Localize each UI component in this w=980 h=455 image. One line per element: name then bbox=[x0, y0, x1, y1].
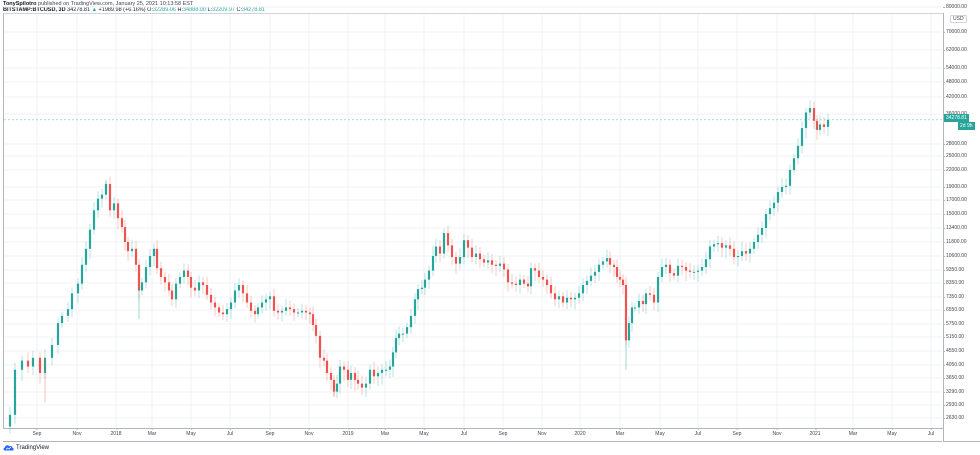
price-tick-label: 4050.00 bbox=[942, 362, 965, 368]
time-tick-label: Nov bbox=[304, 428, 314, 437]
price-tick-label: 15000.00 bbox=[943, 211, 967, 217]
close-label: C: bbox=[236, 7, 243, 13]
author-name: TonySpilotro bbox=[3, 1, 37, 7]
price-tick-label: 7350.00 bbox=[942, 294, 965, 300]
high-value: 34888.00 bbox=[182, 7, 206, 13]
cloud-logo-icon bbox=[3, 445, 14, 451]
low-label: L: bbox=[207, 7, 213, 13]
brand-name: TradingView bbox=[16, 444, 50, 451]
price-tick-label: 10600.00 bbox=[943, 253, 967, 259]
time-tick-label: Sep bbox=[32, 428, 42, 437]
last-price-tag: 34278.81 bbox=[944, 114, 969, 122]
price-tick-label: 6550.00 bbox=[942, 307, 965, 313]
time-tick-label: May bbox=[419, 428, 429, 437]
time-tick-label: Mar bbox=[380, 428, 390, 437]
time-tick-label: 2018 bbox=[110, 428, 122, 437]
close-value: 34278.81 bbox=[242, 7, 265, 13]
time-tick-label: May bbox=[655, 428, 665, 437]
high-label: H: bbox=[177, 7, 183, 13]
time-tick-label: 2020 bbox=[574, 428, 586, 437]
price-tick-label: 25000.00 bbox=[943, 153, 967, 159]
price-tick-label: 54000.00 bbox=[943, 65, 967, 71]
last-price: 34278.81 bbox=[67, 7, 91, 13]
bar-countdown: 2d 9h bbox=[958, 122, 975, 130]
time-tick-label: Nov bbox=[772, 428, 782, 437]
time-tick-label: Jul bbox=[460, 428, 468, 437]
time-tick-label: Sep bbox=[265, 428, 275, 437]
up-arrow-icon: ▲ bbox=[91, 7, 98, 13]
currency-badge[interactable]: USD bbox=[950, 15, 967, 23]
time-axis[interactable]: Sep Nov 2018 Mar May Jul Sep Nov 2019 Mar May Jul Se… bbox=[3, 428, 942, 442]
price-tick-label: 48000.00 bbox=[943, 79, 967, 85]
price-tick-label: 5150.00 bbox=[942, 334, 965, 340]
price-tick-label: 80000.00 bbox=[943, 4, 967, 10]
price-tick-label: 4550.00 bbox=[942, 348, 965, 354]
published-text: published on TradingView.com, January 25… bbox=[38, 1, 194, 7]
open-label: O: bbox=[147, 7, 153, 13]
price-tick-label: 2630.00 bbox=[942, 415, 965, 421]
chart-plot-area[interactable] bbox=[3, 13, 943, 429]
price-tick-label: 70000.00 bbox=[943, 29, 967, 35]
tradingview-logo[interactable]: TradingView bbox=[3, 444, 49, 451]
symbol-label[interactable]: BITSTAMP:BTCUSD, 3D bbox=[3, 7, 66, 13]
low-value: 32209.97 bbox=[212, 7, 235, 13]
price-tick-label: 28000.00 bbox=[943, 141, 967, 147]
price-tick-label: 17000.00 bbox=[943, 197, 967, 203]
price-tick-label: 42000.00 bbox=[943, 94, 967, 100]
publish-info: TonySpilotro published on TradingView.co… bbox=[3, 1, 193, 7]
time-tick-label: May bbox=[887, 428, 897, 437]
price-tick-label: 8350.00 bbox=[942, 280, 965, 286]
time-tick-label: Sep bbox=[732, 428, 742, 437]
time-tick-label: 2021 bbox=[809, 428, 821, 437]
price-tick-label: 5750.00 bbox=[942, 321, 965, 327]
time-tick-label: Jul bbox=[694, 428, 702, 437]
price-tick-label: 19000.00 bbox=[943, 184, 967, 190]
time-tick-label: Jul bbox=[226, 428, 234, 437]
price-tick-label: 2930.00 bbox=[942, 402, 965, 408]
time-tick-label: Mar bbox=[848, 428, 858, 437]
time-tick-label: May bbox=[186, 428, 196, 437]
ohlc-legend: BITSTAMP:BTCUSD, 3D 34278.81 ▲ +1989.98 … bbox=[3, 7, 265, 13]
price-tick-label: 22000.00 bbox=[943, 167, 967, 173]
time-tick-label: Mar bbox=[615, 428, 625, 437]
time-tick-label: Sep bbox=[498, 428, 508, 437]
price-tick-label: 3290.00 bbox=[942, 389, 965, 395]
price-tick-label: 62000.00 bbox=[943, 47, 967, 53]
time-tick-label: Jul bbox=[927, 428, 935, 437]
price-tick-label: 3650.00 bbox=[942, 375, 965, 381]
time-tick-label: Nov bbox=[537, 428, 547, 437]
axis-corner bbox=[943, 428, 980, 442]
time-tick-label: Mar bbox=[147, 428, 157, 437]
price-tick-label: 11800.00 bbox=[942, 239, 967, 245]
price-tick-label: 9350.00 bbox=[942, 267, 965, 273]
price-tick-label: 13400.00 bbox=[943, 225, 967, 231]
change-value: +1989.98 (+6.16%) bbox=[98, 7, 146, 13]
time-tick-label: 2019 bbox=[342, 428, 354, 437]
price-axis[interactable]: 80000.00 70000.00 62000.00 54000.00 48000.00… bbox=[942, 4, 980, 441]
time-tick-label: Nov bbox=[72, 428, 82, 437]
open-value: 32289.06 bbox=[152, 7, 176, 13]
